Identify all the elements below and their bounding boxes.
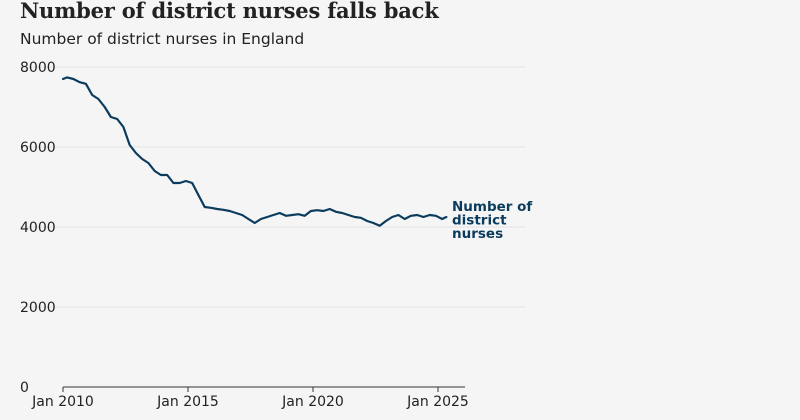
y-tick-label: 8000 (20, 60, 56, 76)
series-line (61, 76, 448, 227)
y-tick-label: 0 (20, 380, 29, 396)
x-tick-label: Jan 2020 (281, 394, 344, 410)
y-tick-label: 4000 (20, 220, 56, 236)
series-label: Number of district nurses (452, 199, 532, 242)
series-label-line: district (452, 213, 507, 229)
chart-title: Number of district nurses falls back (20, 0, 439, 23)
series-label-line: nurses (452, 226, 503, 242)
series-label-line: Number of (452, 199, 532, 215)
chart-subtitle: Number of district nurses in England (20, 30, 305, 48)
x-tick-label: Jan 2015 (156, 394, 219, 410)
y-tick-label: 2000 (20, 300, 56, 316)
x-tick-label: Jan 2025 (406, 394, 469, 410)
x-tick-label: Jan 2010 (31, 394, 94, 410)
y-tick-label: 6000 (20, 140, 56, 156)
